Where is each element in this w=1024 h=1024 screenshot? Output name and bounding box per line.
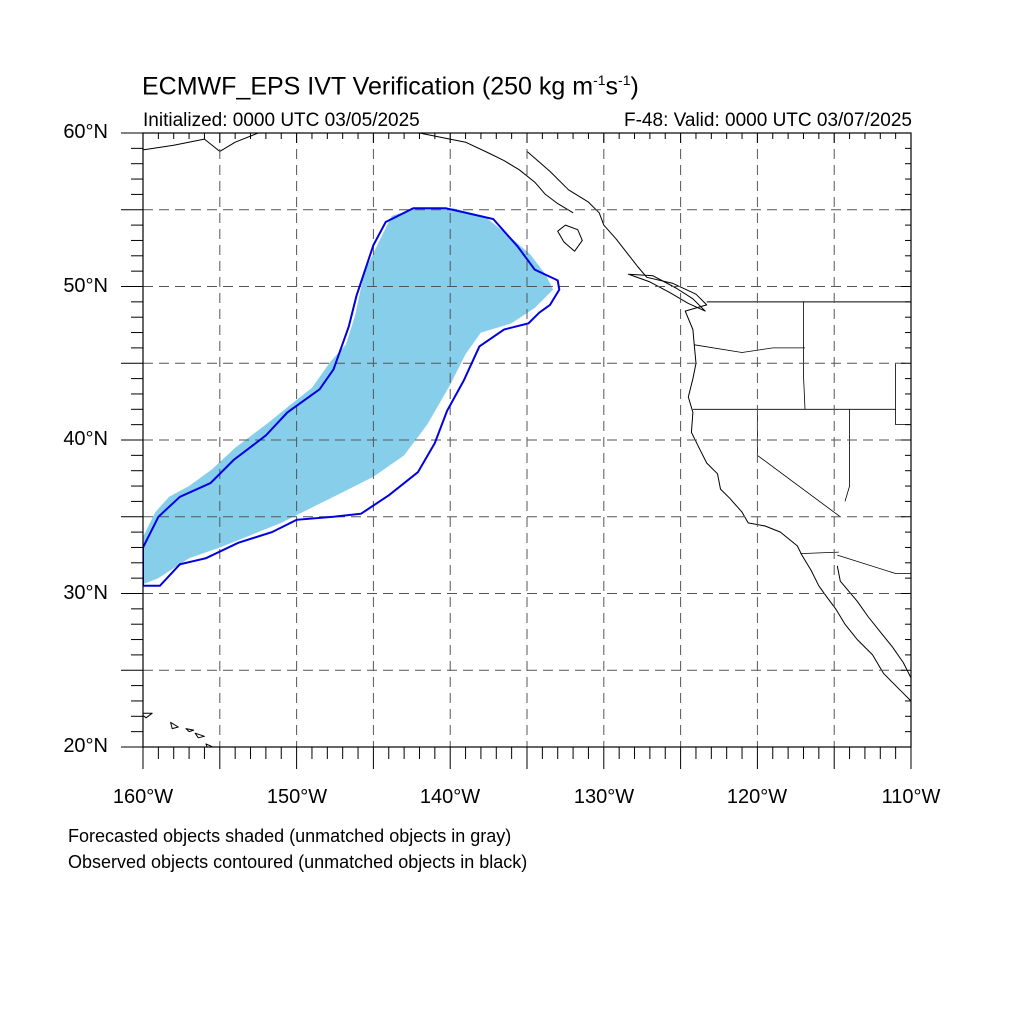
lat-label-20n: 20°N	[63, 735, 108, 757]
hawaii-island-3	[194, 732, 205, 739]
lon-label-130w: 130°W	[573, 786, 635, 808]
lon-label-150w: 150°W	[266, 786, 328, 808]
title-exponent-2: -1	[618, 72, 631, 88]
chart-title: ECMWF_EPS IVT Verification (250 kg m-1s-…	[142, 72, 639, 101]
alaska-coastline	[143, 133, 259, 152]
state-boundary-3	[757, 409, 841, 518]
lat-label-30n: 30°N	[63, 582, 108, 604]
observed-object-contour	[143, 207, 561, 587]
forecast-object-shading	[143, 208, 554, 585]
west-coast-coastline	[526, 151, 911, 702]
hawaii-island-1	[170, 721, 179, 730]
southeast-alaska-coastline	[419, 133, 574, 214]
observed-contour-layer	[143, 207, 561, 587]
title-close-paren: )	[630, 72, 639, 101]
haida-gwaii-island	[557, 224, 583, 252]
state-boundary-4	[803, 347, 806, 410]
init-time-label: Initialized: 0000 UTC 03/05/2025	[143, 110, 420, 131]
legend-note-forecast: Forecasted objects shaded (unmatched obj…	[68, 826, 512, 846]
title-text: ECMWF_EPS IVT Verification (250 kg m	[142, 72, 594, 101]
state-boundary-8	[837, 554, 911, 574]
forecast-object-layer	[143, 208, 554, 585]
lon-label-110w: 110°W	[881, 786, 941, 808]
valid-time-label: F-48: Valid: 0000 UTC 03/07/2025	[624, 110, 912, 131]
gulf-of-california-coastline	[836, 565, 911, 679]
lon-label-120w: 120°W	[726, 786, 788, 808]
gridline-layer	[143, 133, 911, 747]
title-exponent-1: -1	[593, 72, 606, 88]
lon-label-160w: 160°W	[112, 786, 174, 808]
lat-label-50n: 50°N	[63, 275, 108, 297]
hawaii-island-2	[185, 728, 195, 733]
legend-note-observed: Observed objects contoured (unmatched ob…	[68, 852, 528, 872]
lon-label-140w: 140°W	[419, 786, 481, 808]
lat-label-60n: 60°N	[63, 121, 108, 143]
lat-label-40n: 40°N	[63, 428, 108, 450]
state-boundary-5	[844, 409, 850, 502]
plot-frame	[142, 132, 912, 748]
state-boundary-7	[800, 551, 839, 554]
state-boundary-1	[694, 344, 805, 353]
hawaii-island-4	[205, 743, 215, 747]
vancouver-island	[627, 273, 706, 312]
title-unit-s: s	[605, 72, 619, 101]
hawaii-island-0	[143, 712, 153, 719]
